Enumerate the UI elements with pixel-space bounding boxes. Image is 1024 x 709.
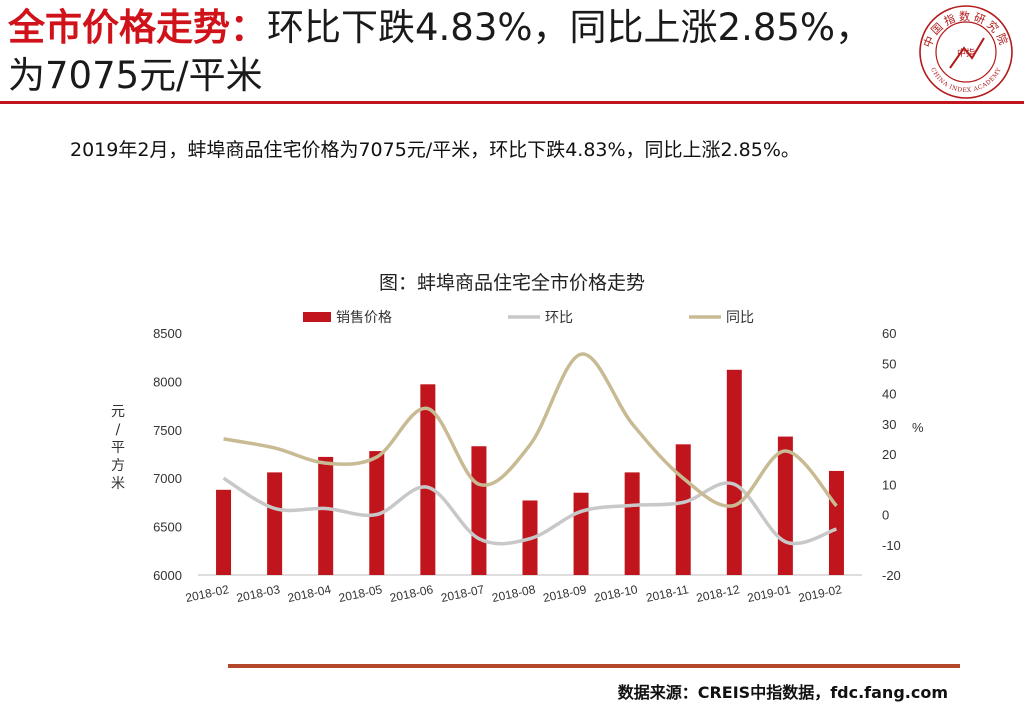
- y-right-tick-label: -20: [882, 568, 901, 583]
- x-tick-label: 2018-03: [235, 582, 281, 605]
- x-tick-label: 2018-08: [491, 582, 537, 605]
- summary-text: 2019年2月，蚌埠商品住宅价格为7075元/平米，环比下跌4.83%，同比上涨…: [70, 139, 800, 161]
- legend-label-yoy: 同比: [726, 310, 754, 326]
- y-left-tick-label: 7000: [153, 471, 182, 486]
- price-bar: [675, 444, 691, 575]
- y-right-tick-label: 50: [882, 356, 896, 371]
- x-tick-label: 2018-02: [184, 582, 230, 605]
- mom-series-line: [222, 476, 838, 546]
- price-bar: [318, 456, 334, 575]
- legend-label-bar: 销售价格: [336, 310, 392, 326]
- y-right-axis-label: %: [912, 420, 924, 435]
- footer-divider: [228, 664, 960, 668]
- y-left-axis-label: 元/平方米: [111, 404, 125, 492]
- x-tick-label: 2018-06: [388, 582, 434, 605]
- x-tick-label: 2019-01: [746, 582, 792, 605]
- y-right-tick-label: 40: [882, 387, 896, 402]
- y-right-tick-label: 10: [882, 477, 896, 492]
- y-left-tick-label: 8500: [153, 326, 182, 341]
- y-right-tick-label: 30: [882, 417, 896, 432]
- price-bar: [420, 384, 436, 575]
- y-left-tick-label: 8000: [153, 374, 182, 389]
- x-tick-label: 2018-09: [542, 582, 588, 605]
- x-tick-label: 2018-07: [440, 582, 486, 605]
- legend-label-mom: 环比: [545, 310, 573, 326]
- price-bar: [726, 369, 742, 575]
- logo-seal-icon: 中国指数研究院 CHINA INDEX ACADEMY 中指: [919, 5, 1013, 99]
- yoy-series-line: [223, 352, 838, 508]
- price-bar: [828, 470, 844, 575]
- logo-center-text: 中指: [957, 47, 975, 59]
- x-tick-label: 2018-11: [645, 582, 690, 605]
- data-source: 数据来源：CREIS中指数据，fdc.fang.com: [617, 683, 948, 702]
- y-left-tick-label: 6000: [153, 568, 182, 583]
- x-tick-label: 2018-04: [286, 582, 332, 605]
- y-right-tick-label: -10: [882, 538, 901, 553]
- x-tick-label: 2018-12: [695, 582, 741, 605]
- page-headline: 全市价格走势：环比下跌4.83%，同比上涨2.85%，为7075元/平米: [8, 4, 908, 100]
- legend-swatch-bar: [303, 312, 331, 322]
- price-bar: [777, 436, 793, 575]
- headline-highlight: 全市价格走势：: [8, 6, 267, 49]
- price-bar: [471, 446, 487, 575]
- x-tick-label: 2018-05: [337, 582, 383, 605]
- title-divider: [0, 101, 1024, 104]
- y-left-tick-label: 6500: [153, 520, 182, 535]
- chart-title: 图：蚌埠商品住宅全市价格走势: [378, 272, 645, 294]
- headline-text: 环比下跌4.83%，同比上涨2.85%，为7075元/平米: [8, 6, 873, 97]
- logo-ring-text: 中国指数研究院: [921, 10, 1009, 50]
- price-bar: [624, 472, 640, 575]
- price-bar: [573, 492, 589, 575]
- y-left-tick-label: 7500: [153, 423, 182, 438]
- price-bar: [216, 489, 232, 575]
- svg-text:中国指数研究院: 中国指数研究院: [921, 10, 1012, 50]
- y-right-tick-label: 20: [882, 447, 896, 462]
- y-right-tick-label: 60: [882, 326, 896, 341]
- y-right-tick-label: 0: [882, 508, 889, 523]
- x-tick-label: 2019-02: [797, 582, 843, 605]
- price-trend-chart: 6000 6500 7000 7500 8000 8500 -20 -10 0 10 20 30 40 5…: [111, 310, 924, 605]
- x-tick-label: 2018-10: [593, 582, 639, 605]
- price-bar: [267, 472, 283, 575]
